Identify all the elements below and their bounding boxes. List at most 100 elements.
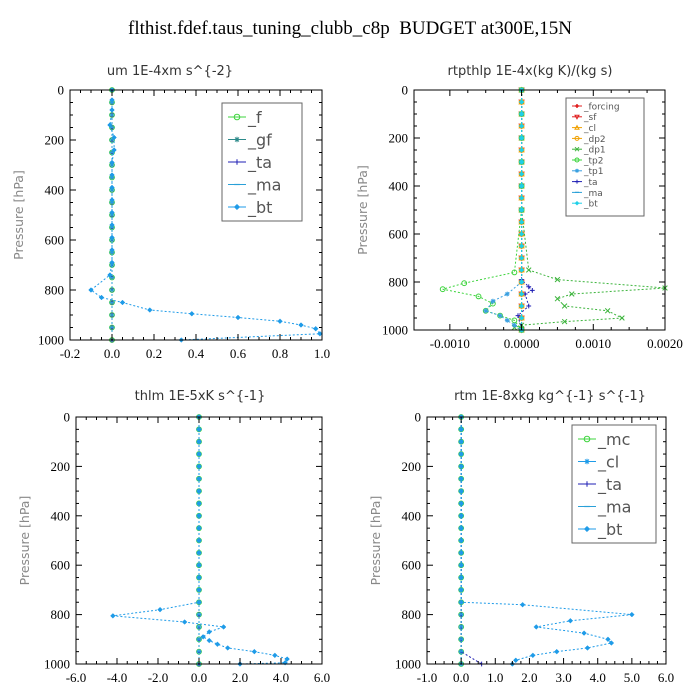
series-line (484, 90, 523, 331)
data-point (518, 195, 525, 201)
data-point (109, 197, 115, 203)
legend-marker (234, 159, 240, 165)
x-tick-label: 0.0020 (647, 336, 683, 351)
y-tick-label: 400 (51, 508, 71, 523)
x-tick-label: 0.0 (453, 670, 469, 685)
data-point (530, 652, 536, 659)
data-point (518, 147, 525, 153)
data-point (200, 634, 206, 640)
data-point (220, 624, 227, 630)
x-tick-label: 0.0 (104, 346, 120, 361)
data-point (513, 657, 519, 664)
data-point (518, 171, 525, 177)
x-tick-label: 0.2 (146, 346, 162, 361)
series-group (88, 87, 323, 343)
data-point (567, 618, 574, 624)
data-point (512, 322, 517, 328)
legend-marker (574, 124, 580, 130)
legend-marker (584, 481, 590, 487)
data-point (109, 97, 115, 103)
legend-marker (574, 135, 580, 141)
data-point (196, 599, 202, 606)
data-point (458, 500, 464, 507)
chart-panel-2: rtpthlp 1E-4x(kg K)/(kg s) Pressure [hPa]… (355, 64, 683, 351)
x-tick-label: -2.0 (148, 670, 169, 685)
data-point (518, 315, 525, 321)
data-point (111, 134, 117, 141)
data-point (518, 303, 525, 309)
legend: _forcing_sf_cl_dp2_dp1_tp2_tp1_ta_ma_bt (565, 97, 645, 217)
data-point (458, 438, 464, 445)
data-point (196, 562, 202, 568)
data-point (518, 159, 525, 165)
data-point (458, 574, 464, 581)
data-point (109, 234, 115, 241)
data-point (284, 656, 290, 662)
data-point (561, 303, 568, 309)
data-point (458, 562, 464, 568)
y-tick-label: 600 (389, 227, 409, 242)
data-point (475, 293, 482, 300)
x-tick-label: -0.2 (60, 346, 81, 361)
data-point (196, 513, 202, 519)
data-point (98, 294, 105, 301)
y-tick-label: 800 (45, 283, 65, 298)
data-point (518, 219, 525, 225)
chart-panel-1: um 1E-4xm s^{-2} Pressure [hPa] -0.2 0.0 0.2… (11, 64, 330, 361)
chart-title: thlm 1E-5xK s^{-1} (135, 389, 266, 404)
data-point (458, 426, 464, 433)
data-point (458, 475, 464, 482)
data-point (518, 183, 525, 189)
y-tick-label: 0 (58, 83, 65, 98)
legend-label: _bt (583, 200, 598, 210)
data-point (196, 574, 202, 581)
data-point (111, 147, 117, 153)
y-tick-label: 200 (45, 133, 65, 148)
x-tick-label: 0.8 (272, 346, 288, 361)
data-point (518, 207, 525, 213)
data-point (458, 599, 464, 606)
data-point (525, 267, 532, 273)
data-point (109, 209, 115, 216)
data-point (196, 525, 202, 531)
data-point (490, 298, 496, 304)
data-point (518, 99, 525, 105)
legend-label: _dp2 (583, 135, 606, 145)
data-point (109, 247, 115, 253)
data-point (529, 288, 535, 293)
legend-marker (233, 113, 241, 121)
legend: _mc _cl_ta _ma_bt (571, 424, 657, 544)
x-tick-label: 4.0 (273, 670, 289, 685)
data-point (518, 267, 525, 273)
data-point (504, 291, 510, 297)
data-point (109, 184, 115, 191)
data-point (282, 660, 288, 666)
legend-marker (574, 200, 580, 206)
x-tick-label: 1.0 (314, 346, 330, 361)
legend-label: _ma (247, 176, 281, 196)
y-tick-label: 1000 (395, 657, 421, 672)
data-point (272, 652, 278, 659)
legend-label: _cl (597, 453, 619, 473)
legend-marker (574, 114, 580, 120)
data-point (461, 280, 468, 287)
data-point (497, 313, 503, 318)
legend-label: _forcing (583, 102, 620, 112)
legend-label: _ta (597, 475, 622, 495)
data-point (518, 291, 525, 297)
data-point (147, 307, 153, 313)
legend-label: _ta (247, 153, 272, 173)
legend-label: _mc (597, 430, 630, 450)
data-point (196, 500, 202, 507)
data-point (458, 513, 464, 519)
data-point (206, 637, 213, 644)
data-point (458, 537, 464, 544)
data-point (553, 648, 560, 655)
x-tick-label: -1.0 (417, 670, 438, 685)
chart-title: rtpthlp 1E-4x(kg K)/(kg s) (448, 64, 613, 79)
x-tick-label: -6.0 (66, 670, 87, 685)
data-point (608, 640, 615, 646)
legend-marker (234, 136, 240, 143)
data-point (298, 322, 304, 328)
